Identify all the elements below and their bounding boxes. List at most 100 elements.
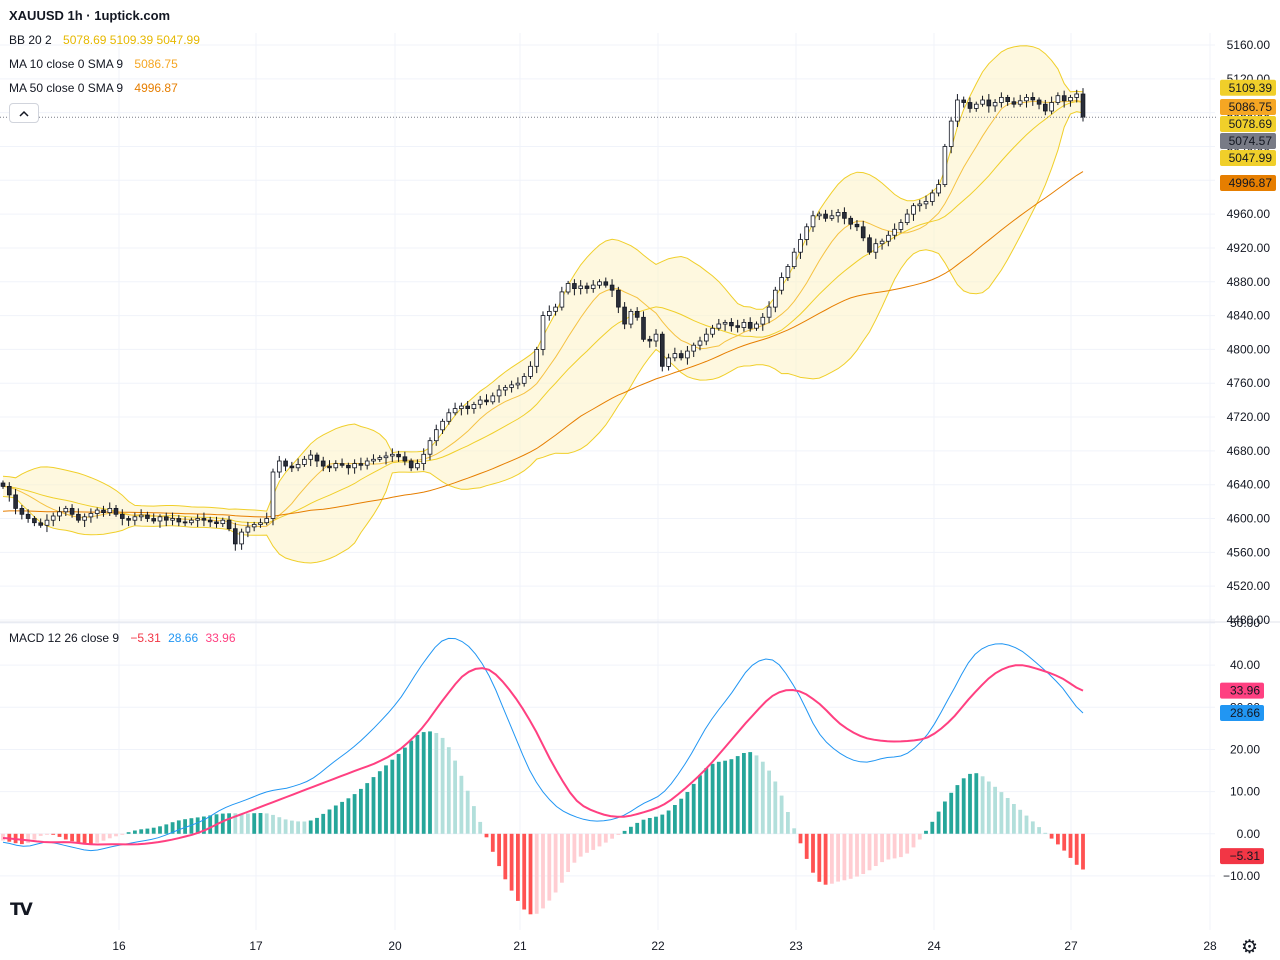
candle-body <box>842 211 847 219</box>
macd-histogram-bar <box>641 819 646 834</box>
candle-body <box>986 99 992 107</box>
candle-body <box>810 215 816 228</box>
candle-body <box>245 526 251 533</box>
candle-body <box>641 316 646 340</box>
macd-histogram-bar <box>239 813 244 834</box>
macd-histogram-bar <box>434 733 439 834</box>
candle-body <box>295 463 301 469</box>
macd-histogram-bar <box>1037 827 1041 834</box>
candle-body <box>804 226 809 240</box>
candle-body <box>13 494 18 509</box>
candle-body <box>660 333 665 367</box>
candle-body <box>835 211 841 217</box>
candle-body <box>214 521 219 525</box>
macd-histogram-bar <box>1005 798 1010 834</box>
candle-body <box>408 460 414 469</box>
macd-histogram-bar <box>321 813 326 834</box>
time-axis-label: 23 <box>789 939 803 953</box>
price-axis-label: 4560.00 <box>1227 545 1271 559</box>
candle-body <box>50 515 56 521</box>
candle-body <box>867 237 872 253</box>
macd-histogram-bar <box>855 833 859 877</box>
price-axis-label: 4880.00 <box>1227 275 1271 289</box>
macd-histogram-bar <box>842 833 847 881</box>
macd-histogram-bar <box>1068 833 1073 858</box>
candle-body <box>521 376 527 384</box>
macd-histogram-bar <box>490 833 495 852</box>
macd-histogram-bar <box>271 814 275 834</box>
candle-body <box>44 519 50 526</box>
macd-histogram-bar <box>1062 833 1067 851</box>
macd-histogram-bar <box>76 833 81 843</box>
price-axis-label: 4960.00 <box>1227 207 1271 221</box>
candle-body <box>992 102 998 107</box>
macd-histogram-bar <box>101 833 106 841</box>
bb-legend-basis: 5078.69 <box>63 33 107 47</box>
candle-body <box>961 99 966 103</box>
macd-histogram-bar <box>698 775 702 834</box>
candle-body <box>490 395 496 403</box>
candle-body <box>1036 99 1042 105</box>
macd-histogram-bar <box>873 833 878 866</box>
bb-legend[interactable]: BB 20 2 5078.69 5109.39 5047.99 <box>9 33 200 47</box>
candle-body <box>572 283 577 289</box>
macd-histogram-bar <box>176 820 181 834</box>
candle-body <box>251 524 257 528</box>
macd-histogram-bar <box>421 732 426 834</box>
macd-histogram-bar <box>830 833 834 884</box>
macd-axis-label: 0.00 <box>1237 827 1261 841</box>
macd-histogram-bar <box>673 805 677 834</box>
time-axis-label: 22 <box>651 939 665 953</box>
macd-histogram-bar <box>296 821 300 834</box>
macd-histogram-bar <box>541 833 545 909</box>
macd-histogram-bar <box>195 817 200 834</box>
macd-histogram-bar <box>384 765 388 834</box>
time-axis-label: 24 <box>927 939 941 953</box>
ma10-legend[interactable]: MA 10 close 0 SMA 9 5086.75 <box>9 57 178 71</box>
macd-histogram-bar <box>158 826 162 834</box>
candle-body <box>1074 93 1080 98</box>
candle-body <box>502 387 508 391</box>
ma50-legend[interactable]: MA 50 close 0 SMA 9 4996.87 <box>9 81 178 95</box>
collapse-legend-button[interactable] <box>9 103 39 123</box>
macd-legend[interactable]: MACD 12 26 close 9 −5.31 28.66 33.96 <box>9 631 236 645</box>
candle-body <box>19 507 25 515</box>
price-badge <box>1220 132 1276 149</box>
candle-body <box>157 516 163 522</box>
candle-body <box>364 460 370 466</box>
candle-body <box>496 389 502 397</box>
candle-body <box>534 348 539 367</box>
candle-body <box>270 471 276 519</box>
macd-histogram-bar <box>365 783 370 834</box>
time-axis-label: 28 <box>1203 939 1217 953</box>
gear-icon[interactable]: ⚙ <box>1241 937 1259 958</box>
candle-body <box>955 99 960 122</box>
macd-histogram-bar <box>710 763 715 834</box>
macd-histogram-bar <box>415 734 420 834</box>
time-axis-label: 20 <box>388 939 402 953</box>
candle-body <box>132 516 138 521</box>
candle-body <box>258 522 263 525</box>
candle-body <box>685 350 690 359</box>
macd-histogram-bar <box>773 781 778 834</box>
bb-band-fill <box>3 45 1083 563</box>
candle-body <box>88 513 94 518</box>
candle-body <box>289 465 295 469</box>
candle-body <box>904 213 910 224</box>
candle-body <box>729 321 734 327</box>
candle-body <box>779 277 784 291</box>
candle-body <box>145 514 150 519</box>
ma50-legend-name: MA 50 close 0 SMA 9 <box>9 81 124 95</box>
macd-histogram-bar <box>798 833 803 844</box>
candle-body <box>1030 97 1036 101</box>
candle-body <box>371 458 376 462</box>
candle-body <box>308 454 313 460</box>
macd-histogram-bar <box>327 809 332 834</box>
candle-body <box>283 460 288 467</box>
price-badge <box>1220 174 1276 191</box>
macd-histogram-bar <box>836 833 840 882</box>
price-axis-label: 4520.00 <box>1227 579 1271 593</box>
candle-body <box>195 518 201 521</box>
candle-body <box>201 518 207 521</box>
